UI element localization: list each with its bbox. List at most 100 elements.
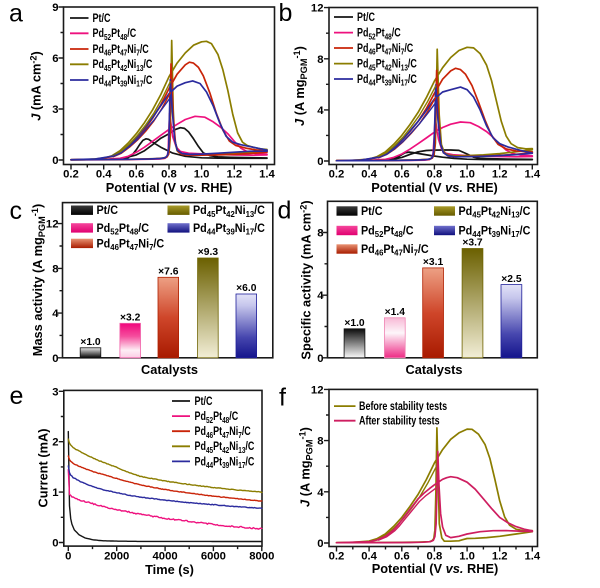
svg-text:Pd45Pt42Ni13/C: Pd45Pt42Ni13/C xyxy=(195,441,255,455)
svg-text:4: 4 xyxy=(317,290,324,302)
svg-text:Mass activity (A mgPGM-1): Mass activity (A mgPGM-1) xyxy=(30,204,47,356)
svg-text:×1.4: ×1.4 xyxy=(385,307,406,318)
svg-text:Pd52Pt48/C: Pd52Pt48/C xyxy=(93,28,137,42)
svg-text:0: 0 xyxy=(317,538,323,550)
svg-text:Before stability tests: Before stability tests xyxy=(359,401,447,413)
svg-text:Pd44Pt39Ni17/C: Pd44Pt39Ni17/C xyxy=(195,456,255,470)
svg-text:×3.7: ×3.7 xyxy=(462,238,483,249)
svg-text:d: d xyxy=(278,197,292,225)
svg-text:J (mA cm-2): J (mA cm-2) xyxy=(29,51,44,121)
svg-text:Pd45Pt42Ni13/C: Pd45Pt42Ni13/C xyxy=(459,206,531,220)
svg-text:0.4: 0.4 xyxy=(96,169,112,181)
svg-text:f: f xyxy=(279,384,286,412)
svg-text:Pt/C: Pt/C xyxy=(361,206,383,218)
svg-text:J (A mgPGM-1): J (A mgPGM-1) xyxy=(298,427,315,507)
svg-text:2: 2 xyxy=(52,437,58,449)
svg-text:9: 9 xyxy=(52,2,58,14)
svg-text:1.2: 1.2 xyxy=(226,169,242,181)
svg-text:4000: 4000 xyxy=(153,551,178,563)
svg-text:Pd46Pt47Ni7/C: Pd46Pt47Ni7/C xyxy=(93,44,150,58)
svg-text:1.4: 1.4 xyxy=(259,169,275,181)
svg-text:Catalysts: Catalysts xyxy=(406,362,463,377)
svg-text:Pd44Pt39Ni17/C: Pd44Pt39Ni17/C xyxy=(193,222,265,236)
svg-text:Potential (V vs. RHE): Potential (V vs. RHE) xyxy=(372,561,499,576)
svg-text:0.8: 0.8 xyxy=(161,169,177,181)
svg-text:Pd52Pt48/C: Pd52Pt48/C xyxy=(195,411,239,425)
svg-text:0.4: 0.4 xyxy=(361,551,377,563)
svg-text:8: 8 xyxy=(317,54,323,66)
svg-text:Pt/C: Pt/C xyxy=(93,13,111,25)
svg-text:1.2: 1.2 xyxy=(492,169,508,181)
svg-text:×6.0: ×6.0 xyxy=(236,283,257,294)
svg-text:Specific activity (mA cm-2): Specific activity (mA cm-2) xyxy=(299,200,314,359)
svg-text:Pt/C: Pt/C xyxy=(357,12,375,24)
svg-text:1.4: 1.4 xyxy=(524,551,540,563)
svg-text:1.0: 1.0 xyxy=(459,169,475,181)
svg-text:Potential (V vs. RHE): Potential (V vs. RHE) xyxy=(371,180,498,195)
svg-text:Time (s): Time (s) xyxy=(145,562,194,577)
svg-text:Pt/C: Pt/C xyxy=(97,205,119,217)
svg-text:0.2: 0.2 xyxy=(63,169,79,181)
svg-text:Pd45Pt42Ni13/C: Pd45Pt42Ni13/C xyxy=(93,59,153,73)
svg-text:0.2: 0.2 xyxy=(329,551,345,563)
svg-text:b: b xyxy=(279,0,293,27)
svg-text:Pd46Pt47Ni7/C: Pd46Pt47Ni7/C xyxy=(195,426,252,440)
svg-text:8000: 8000 xyxy=(249,551,274,563)
svg-text:Catalysts: Catalysts xyxy=(141,362,198,377)
svg-text:1.4: 1.4 xyxy=(524,169,540,181)
svg-text:0: 0 xyxy=(52,155,58,167)
svg-text:0.4: 0.4 xyxy=(361,169,377,181)
svg-text:12: 12 xyxy=(46,219,59,231)
svg-text:After stability tests: After stability tests xyxy=(359,416,440,428)
svg-text:2000: 2000 xyxy=(104,551,129,563)
svg-text:0.6: 0.6 xyxy=(128,169,144,181)
svg-text:4: 4 xyxy=(52,308,59,320)
svg-text:Pd52Pt48/C: Pd52Pt48/C xyxy=(361,225,414,239)
svg-text:J (A mgPGM-1): J (A mgPGM-1) xyxy=(292,46,309,126)
svg-text:6: 6 xyxy=(52,53,58,65)
svg-text:Pd46Pt47Ni7/C: Pd46Pt47Ni7/C xyxy=(361,244,429,258)
svg-text:0: 0 xyxy=(317,156,323,168)
svg-text:0.2: 0.2 xyxy=(329,169,345,181)
svg-text:0.6: 0.6 xyxy=(394,551,410,563)
svg-text:Pd52Pt48/C: Pd52Pt48/C xyxy=(357,28,401,42)
svg-text:Pd46Pt47Ni7/C: Pd46Pt47Ni7/C xyxy=(357,43,414,57)
svg-text:0: 0 xyxy=(65,551,71,563)
svg-text:0: 0 xyxy=(317,353,323,365)
svg-text:a: a xyxy=(9,0,23,28)
svg-text:Pd46Pt47Ni7/C: Pd46Pt47Ni7/C xyxy=(97,238,165,252)
svg-text:Pd44Pt39Ni17/C: Pd44Pt39Ni17/C xyxy=(357,74,417,88)
svg-text:Pd45Pt42Ni13/C: Pd45Pt42Ni13/C xyxy=(193,205,265,219)
svg-text:Pd45Pt42Ni13/C: Pd45Pt42Ni13/C xyxy=(357,59,417,73)
svg-text:4: 4 xyxy=(317,487,324,499)
svg-text:0.8: 0.8 xyxy=(427,169,443,181)
svg-text:0.6: 0.6 xyxy=(394,169,410,181)
svg-text:8: 8 xyxy=(52,263,58,275)
svg-text:×3.2: ×3.2 xyxy=(120,313,141,324)
svg-text:e: e xyxy=(10,382,24,410)
svg-text:Pd52Pt48/C: Pd52Pt48/C xyxy=(97,222,150,236)
svg-text:Pd44Pt39Ni17/C: Pd44Pt39Ni17/C xyxy=(459,225,531,239)
svg-text:0: 0 xyxy=(52,538,58,550)
svg-text:8: 8 xyxy=(317,436,323,448)
svg-text:0: 0 xyxy=(52,353,58,365)
svg-text:12: 12 xyxy=(311,384,324,396)
svg-text:0.8: 0.8 xyxy=(427,551,443,563)
svg-text:Potential (V vs. RHE): Potential (V vs. RHE) xyxy=(106,180,233,195)
svg-text:3: 3 xyxy=(52,104,58,116)
svg-text:12: 12 xyxy=(311,3,324,15)
svg-text:c: c xyxy=(10,197,23,225)
svg-text:1: 1 xyxy=(52,487,58,499)
svg-text:×9.3: ×9.3 xyxy=(198,247,219,258)
svg-text:×1.0: ×1.0 xyxy=(344,318,365,329)
svg-text:1.0: 1.0 xyxy=(194,169,210,181)
svg-text:Current (mA): Current (mA) xyxy=(36,429,51,508)
svg-text:×7.6: ×7.6 xyxy=(158,267,179,278)
svg-text:1.2: 1.2 xyxy=(492,551,508,563)
svg-text:8: 8 xyxy=(317,228,323,240)
svg-text:×3.1: ×3.1 xyxy=(423,257,444,268)
svg-text:×1.0: ×1.0 xyxy=(80,337,101,348)
svg-text:4: 4 xyxy=(317,105,324,117)
svg-text:3: 3 xyxy=(52,386,58,398)
svg-text:×2.5: ×2.5 xyxy=(501,274,522,285)
